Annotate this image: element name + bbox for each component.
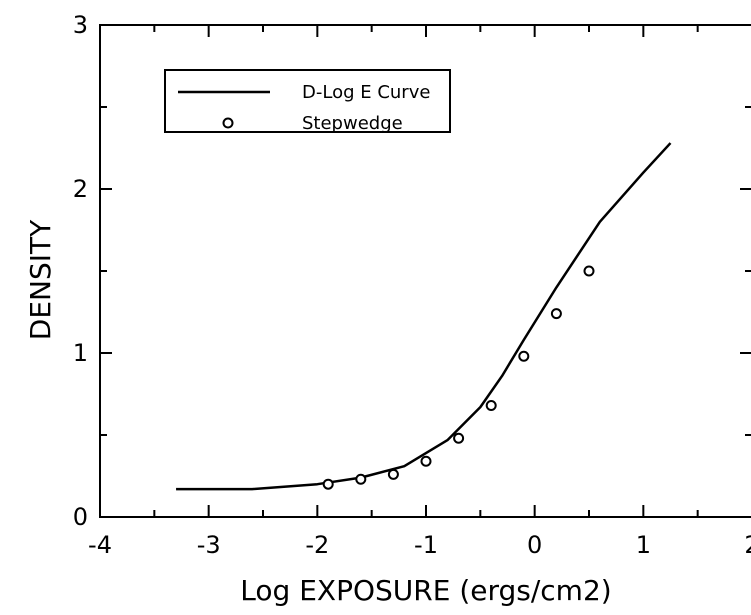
plot-frame: [99, 24, 751, 518]
x-tick-label: 1: [636, 531, 651, 559]
y-axis-title: DENSITY: [24, 219, 57, 340]
x-tick-label: 0: [527, 531, 542, 559]
data-point-stepwedge: [453, 432, 465, 444]
x-tick-label: -2: [305, 531, 329, 559]
x-tick-label: 2: [744, 531, 751, 559]
data-point-stepwedge: [518, 350, 530, 362]
data-point-stepwedge: [420, 455, 432, 467]
ticks-layer: -4 -3 -2 -1 0 1 2 0 1 2 3: [73, 11, 751, 559]
data-point-stepwedge: [355, 473, 367, 485]
x-axis-title: Log EXPOSURE (ergs/cm2): [240, 574, 611, 607]
y-tick-label: 2: [73, 175, 88, 203]
legend-label: Stepwedge: [302, 113, 403, 134]
legend-circle-swatch: [222, 117, 234, 129]
data-point-stepwedge: [485, 399, 497, 411]
legend: D-Log E Curve Stepwedge: [164, 69, 451, 134]
legend-box: [164, 69, 451, 133]
data-point-stepwedge: [322, 478, 334, 490]
line-layer: [176, 142, 672, 491]
x-tick-label: -1: [414, 531, 438, 559]
y-tick-label: 3: [73, 11, 88, 39]
y-tick-label: 0: [73, 503, 88, 531]
series-line-dlog-e-curve: [176, 142, 672, 491]
data-point-stepwedge: [387, 468, 399, 480]
legend-label: D-Log E Curve: [302, 82, 430, 103]
points-layer: [322, 265, 595, 490]
data-point-stepwedge: [583, 265, 595, 277]
data-point-stepwedge: [550, 308, 562, 320]
x-tick-label: -4: [88, 531, 112, 559]
y-tick-label: 1: [73, 339, 88, 367]
x-tick-label: -3: [197, 531, 221, 559]
